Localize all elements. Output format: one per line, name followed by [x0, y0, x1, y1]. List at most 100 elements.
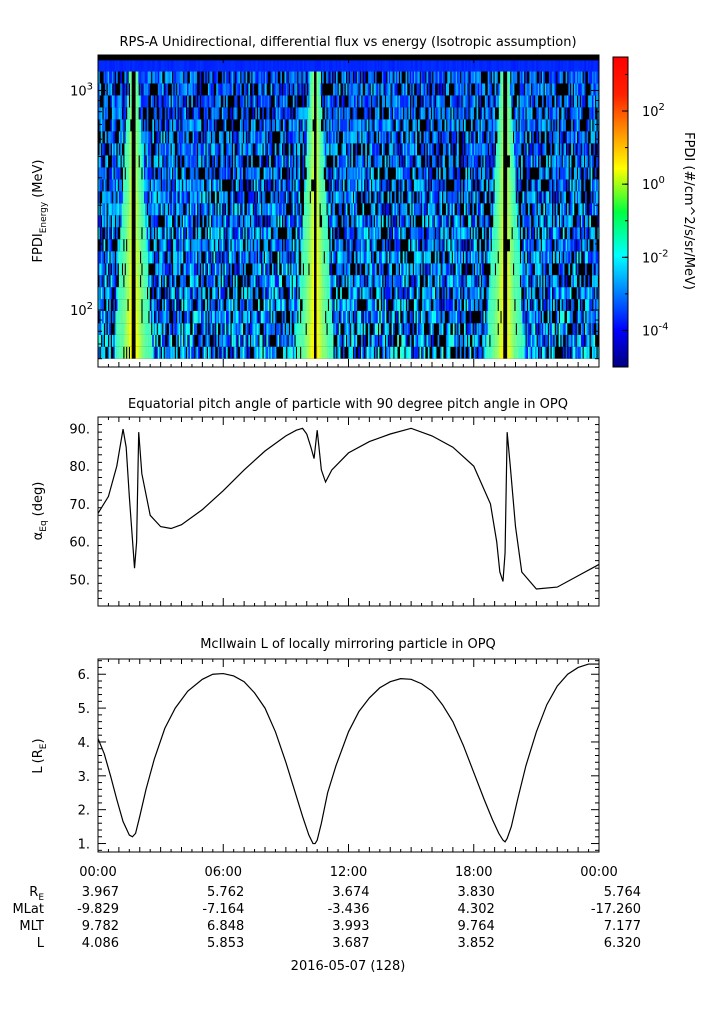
flux-cell [298, 323, 301, 335]
flux-cell [156, 119, 159, 132]
flux-cell [281, 299, 284, 311]
flux-cell [167, 191, 170, 204]
flux-cell [281, 310, 284, 324]
flux-cell [128, 119, 131, 132]
flux-cell [205, 119, 207, 132]
flux-cell [280, 203, 282, 216]
flux-cell [168, 203, 171, 216]
flux-cell [210, 251, 213, 264]
flux-cell [123, 287, 125, 300]
flux-cell [287, 346, 289, 359]
flux-cell [348, 275, 351, 288]
flux-cell [167, 263, 170, 276]
flux-cell [476, 155, 479, 168]
flux-cell [365, 191, 367, 204]
flux-cell [444, 287, 447, 300]
flux-cell [187, 143, 189, 156]
flux-cell [181, 323, 184, 335]
flux-cell [370, 83, 373, 96]
flux-cell [441, 60, 444, 72]
flux-cell [405, 203, 408, 216]
flux-cell [416, 323, 419, 335]
flux-cell [206, 334, 209, 347]
flux-cell [399, 71, 402, 84]
flux-cell [142, 239, 145, 252]
flux-cell [162, 203, 164, 216]
flux-cell [294, 155, 296, 168]
flux-cell [452, 203, 455, 216]
flux-cell [217, 227, 220, 240]
flux-cell [135, 60, 138, 72]
flux-cell [104, 191, 107, 204]
flux-cell [256, 215, 259, 228]
flux-cell [173, 346, 175, 359]
flux-cell [326, 346, 328, 359]
flux-cell [114, 179, 117, 192]
flux-cell [397, 60, 399, 72]
flux-cell [390, 227, 392, 240]
flux-cell [232, 334, 235, 347]
flux-cell [395, 60, 398, 72]
flux-cell [423, 95, 426, 108]
flux-cell [349, 95, 352, 108]
flux-cell [490, 83, 493, 96]
flux-cell [238, 239, 241, 252]
flux-cell [177, 323, 180, 335]
flux-cell [362, 346, 365, 359]
flux-cell [139, 143, 142, 156]
flux-cell [157, 346, 160, 359]
flux-cell [301, 239, 303, 252]
flux-cell [198, 155, 200, 168]
flux-cell [130, 323, 132, 335]
flux-cell [438, 131, 441, 144]
flux-cell [288, 346, 291, 359]
flux-cell [291, 215, 294, 228]
flux-cell [301, 323, 303, 335]
flux-cell [175, 167, 178, 180]
flux-cell [302, 251, 305, 264]
flux-cell [458, 203, 461, 216]
flux-cell [167, 299, 170, 311]
flux-cell [287, 323, 289, 335]
flux-cell [109, 227, 111, 240]
flux-cell [192, 143, 195, 156]
flux-cell [405, 131, 408, 144]
flux-cell [166, 215, 168, 228]
flux-cell [472, 191, 475, 204]
flux-cell [483, 310, 486, 324]
flux-cell [367, 239, 370, 252]
flux-cell [310, 310, 313, 324]
flux-cell [110, 83, 113, 96]
flux-cell [206, 95, 209, 108]
flux-cell [175, 191, 178, 204]
flux-cell [508, 251, 511, 264]
flux-cell [136, 323, 139, 335]
flux-cell [252, 275, 255, 288]
flux-cell [347, 310, 349, 324]
flux-cell [369, 251, 372, 264]
flux-cell [110, 251, 113, 264]
flux-cell [120, 215, 122, 228]
flux-cell [246, 131, 249, 144]
flux-cell [213, 167, 216, 180]
flux-cell [347, 191, 349, 204]
flux-cell [98, 107, 100, 120]
flux-cell [483, 323, 486, 335]
flux-cell [458, 71, 461, 84]
flux-cell [267, 107, 270, 120]
flux-cell [276, 83, 278, 96]
flux-cell [344, 310, 347, 324]
flux-cell [241, 119, 244, 132]
flux-cell [498, 143, 501, 156]
flux-cell [152, 119, 154, 132]
flux-cell [393, 83, 395, 96]
flux-cell [266, 71, 269, 84]
flux-cell [135, 251, 138, 264]
flux-cell [309, 179, 312, 192]
flux-cell [380, 83, 383, 96]
flux-cell [337, 275, 340, 288]
flux-cell [128, 203, 131, 216]
flux-cell [175, 323, 178, 335]
flux-cell [125, 334, 128, 347]
flux-cell [114, 95, 117, 108]
